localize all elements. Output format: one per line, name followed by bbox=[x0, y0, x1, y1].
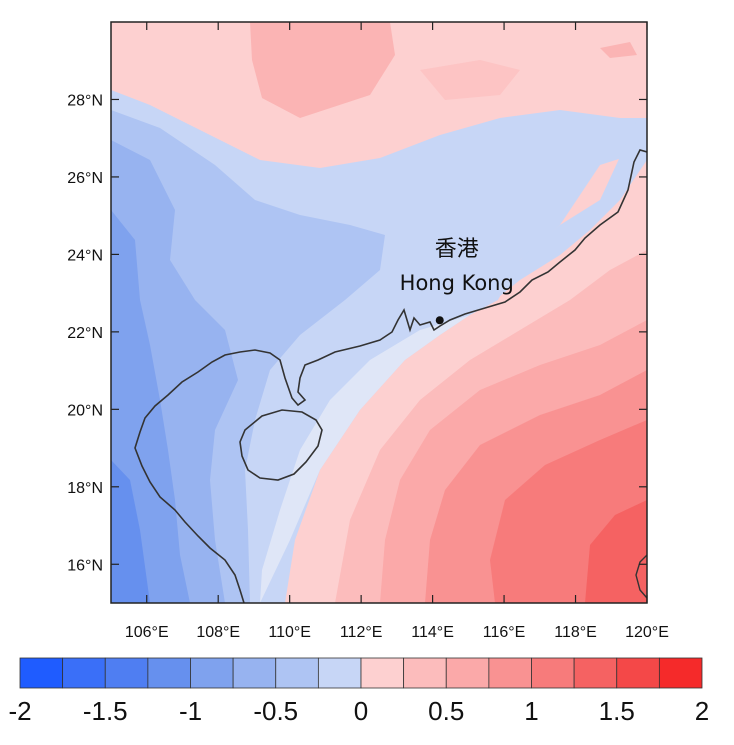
colorbar bbox=[19, 657, 703, 689]
lon-tick-label: 116°E bbox=[483, 624, 526, 641]
hong-kong-chinese-label: 香港 bbox=[435, 237, 479, 262]
lat-tick-label: 16°N bbox=[67, 557, 103, 574]
lon-tick-label: 106°E bbox=[125, 624, 169, 641]
colorbar-swatch bbox=[147, 657, 191, 689]
colorbar-swatch bbox=[658, 657, 703, 689]
taiwan-coast bbox=[635, 554, 647, 599]
colorbar-swatch bbox=[531, 657, 575, 689]
colorbar-tick-label: -0.5 bbox=[253, 696, 298, 726]
colorbar-swatch bbox=[616, 657, 660, 689]
colorbar-tick-label: 0.5 bbox=[428, 696, 464, 726]
colorbar-tick-label: -1 bbox=[179, 696, 202, 726]
colorbar-swatch bbox=[573, 657, 618, 689]
hong-kong-english-label: Hong Kong bbox=[400, 271, 514, 295]
map-frame bbox=[110, 21, 648, 604]
lat-tick-label: 26°N bbox=[67, 170, 103, 187]
lat-axis: 28°N 26°N 24°N 22°N 20°N 18°N 16°N bbox=[67, 92, 647, 574]
colorbar-swatch bbox=[62, 657, 106, 689]
lon-tick-label: 112°E bbox=[340, 624, 383, 641]
colorbar-swatch bbox=[232, 657, 277, 689]
lon-tick-label: 110°E bbox=[268, 624, 311, 641]
lon-tick-label: 118°E bbox=[554, 624, 597, 641]
colorbar-tick-label: -1.5 bbox=[83, 696, 128, 726]
colorbar-labels: -2 -1.5 -1 -0.5 0 0.5 1 1.5 2 bbox=[8, 696, 709, 726]
lon-tick-label: 120°E bbox=[625, 624, 669, 641]
hainan-island bbox=[239, 409, 323, 481]
colorbar-tick-label: 2 bbox=[695, 696, 709, 726]
lon-tick-label: 114°E bbox=[411, 624, 454, 641]
colorbar-swatch bbox=[190, 657, 234, 689]
lat-tick-label: 22°N bbox=[67, 325, 103, 342]
colorbar-swatch bbox=[275, 657, 319, 689]
colorbar-tick-label: 1 bbox=[524, 696, 538, 726]
colorbar-tick-label: 0 bbox=[354, 696, 368, 726]
anomaly-field bbox=[111, 22, 647, 603]
colorbar-tick-label: -2 bbox=[8, 696, 31, 726]
colorbar-tick-label: 1.5 bbox=[599, 696, 635, 726]
colorbar-swatch bbox=[317, 657, 362, 689]
coastline bbox=[134, 149, 647, 603]
colorbar-swatch bbox=[19, 657, 64, 689]
colorbar-swatch bbox=[445, 657, 490, 689]
lon-tick-label: 108°E bbox=[196, 624, 240, 641]
lat-tick-label: 28°N bbox=[67, 92, 103, 109]
lat-tick-label: 20°N bbox=[67, 402, 103, 419]
colorbar-swatch bbox=[488, 657, 532, 689]
lon-axis: 106°E 108°E 110°E 112°E 114°E 116°E 118°E 120°E bbox=[125, 22, 669, 641]
colorbar-swatch bbox=[360, 657, 405, 689]
hong-kong-marker bbox=[435, 316, 444, 325]
lat-tick-label: 18°N bbox=[67, 480, 103, 497]
colorbar-swatch bbox=[403, 657, 447, 689]
colorbar-swatch bbox=[104, 657, 149, 689]
lat-tick-label: 24°N bbox=[67, 247, 103, 264]
